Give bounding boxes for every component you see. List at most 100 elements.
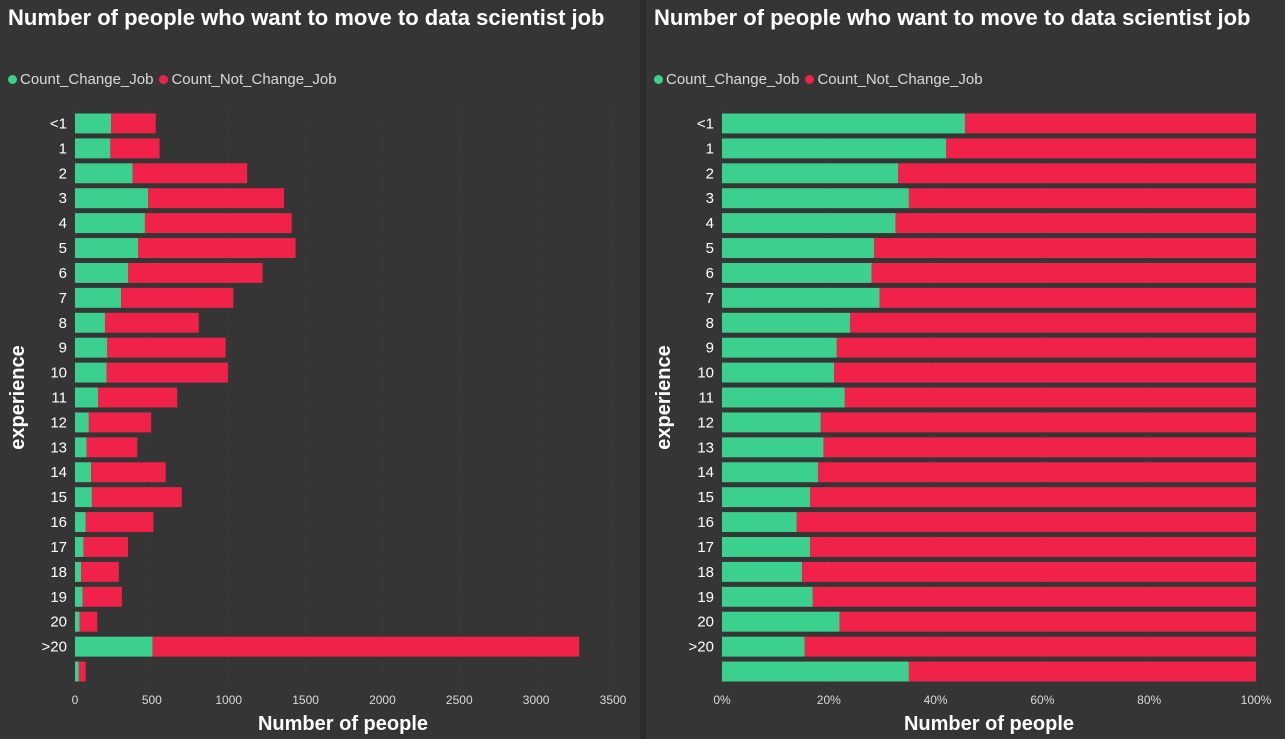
bar-segment[interactable] <box>850 312 1256 333</box>
bar-segment[interactable] <box>107 337 226 358</box>
bar-segment[interactable] <box>844 387 1256 408</box>
bar-segment[interactable] <box>879 287 1256 308</box>
bar-segment[interactable] <box>86 437 138 458</box>
legend-item-not-change[interactable]: Count_Not_Change_Job <box>159 71 337 88</box>
bar-segment[interactable] <box>722 287 880 308</box>
bar-segment[interactable] <box>75 412 89 433</box>
y-tick-label: 1 <box>59 140 67 157</box>
bar-segment[interactable] <box>722 487 811 508</box>
bar-segment[interactable] <box>804 636 1256 657</box>
bar-segment[interactable] <box>722 412 821 433</box>
bar-segment[interactable] <box>908 188 1256 209</box>
bar-segment[interactable] <box>75 113 112 134</box>
bar-segment[interactable] <box>796 512 1256 533</box>
legend-item-change[interactable]: Count_Change_Job <box>8 71 153 88</box>
x-tick-label: 80% <box>1137 693 1161 707</box>
legend-item-change[interactable]: Count_Change_Job <box>654 71 799 88</box>
bar-segment[interactable] <box>88 412 152 433</box>
bar-segment[interactable] <box>75 213 145 234</box>
bar-segment[interactable] <box>722 138 947 159</box>
bar-segment[interactable] <box>722 636 805 657</box>
bar-segment[interactable] <box>79 611 98 632</box>
bar-segment[interactable] <box>722 561 803 582</box>
bar-segment[interactable] <box>908 661 1256 682</box>
bar-segment[interactable] <box>75 387 99 408</box>
bar-segment[interactable] <box>75 611 80 632</box>
chart-title: Number of people who want to move to dat… <box>654 5 1251 30</box>
bar-segment[interactable] <box>75 163 133 184</box>
bar-segment[interactable] <box>871 262 1256 283</box>
bar-segment[interactable] <box>75 636 153 657</box>
bar-segment[interactable] <box>722 163 899 184</box>
bar-segment[interactable] <box>722 387 845 408</box>
bar-segment[interactable] <box>722 262 872 283</box>
bar-segment[interactable] <box>104 312 199 333</box>
bar-segment[interactable] <box>81 561 119 582</box>
bar-segment[interactable] <box>722 113 965 134</box>
bar-segment[interactable] <box>946 138 1256 159</box>
bar-segment[interactable] <box>836 337 1256 358</box>
bar-segment[interactable] <box>874 238 1256 258</box>
bar-segment[interactable] <box>722 437 824 458</box>
bar-segment[interactable] <box>810 537 1256 557</box>
bar-segment[interactable] <box>144 213 292 234</box>
bar-segment[interactable] <box>148 188 285 209</box>
bar-segment[interactable] <box>91 462 166 483</box>
bar-segment[interactable] <box>91 487 182 508</box>
bar-segment[interactable] <box>839 611 1256 632</box>
bar-segment[interactable] <box>812 586 1256 607</box>
bar-segment[interactable] <box>75 188 149 209</box>
bar-segment[interactable] <box>722 611 840 632</box>
bar-segment[interactable] <box>132 163 248 184</box>
bar-segment[interactable] <box>75 462 92 483</box>
bar-segment[interactable] <box>820 412 1256 433</box>
bar-segment[interactable] <box>75 238 139 258</box>
bar-segment[interactable] <box>895 213 1256 234</box>
bar-segment[interactable] <box>128 262 263 283</box>
bar-segment[interactable] <box>722 238 875 258</box>
bar-segment[interactable] <box>823 437 1256 458</box>
bar-segment[interactable] <box>818 462 1256 483</box>
bar-segment[interactable] <box>802 561 1256 582</box>
bar-segment[interactable] <box>106 362 228 383</box>
bar-segment[interactable] <box>834 362 1256 383</box>
bar-segment[interactable] <box>78 661 86 682</box>
bar-segment[interactable] <box>75 561 82 582</box>
bar-segment[interactable] <box>722 312 851 333</box>
bar-segment[interactable] <box>964 113 1256 134</box>
bar-segment[interactable] <box>121 287 234 308</box>
legend-label: Count_Change_Job <box>20 70 154 88</box>
bar-segment[interactable] <box>898 163 1256 184</box>
bar-segment[interactable] <box>75 661 79 682</box>
bar-segment[interactable] <box>75 537 84 557</box>
bar-segment[interactable] <box>722 537 811 557</box>
bar-segment[interactable] <box>722 586 813 607</box>
bar-segment[interactable] <box>75 138 111 159</box>
bar-segment[interactable] <box>83 537 129 557</box>
bar-segment[interactable] <box>722 188 909 209</box>
bar-segment[interactable] <box>810 487 1256 508</box>
bar-segment[interactable] <box>138 238 296 258</box>
bar-segment[interactable] <box>75 312 105 333</box>
bar-segment[interactable] <box>722 661 909 682</box>
bar-segment[interactable] <box>75 512 86 533</box>
bar-segment[interactable] <box>75 362 107 383</box>
bar-segment[interactable] <box>111 113 156 134</box>
bar-segment[interactable] <box>85 512 154 533</box>
bar-segment[interactable] <box>75 437 87 458</box>
bar-segment[interactable] <box>110 138 160 159</box>
bar-segment[interactable] <box>722 462 819 483</box>
bar-segment[interactable] <box>722 512 797 533</box>
bar-segment[interactable] <box>75 262 129 283</box>
bar-segment[interactable] <box>82 586 122 607</box>
bar-segment[interactable] <box>75 586 83 607</box>
bar-segment[interactable] <box>152 636 580 657</box>
bar-segment[interactable] <box>75 287 122 308</box>
bar-segment[interactable] <box>722 362 835 383</box>
bar-segment[interactable] <box>98 387 178 408</box>
bar-segment[interactable] <box>722 213 896 234</box>
bar-segment[interactable] <box>75 337 108 358</box>
bar-segment[interactable] <box>722 337 837 358</box>
legend-item-not-change[interactable]: Count_Not_Change_Job <box>805 71 983 88</box>
bar-segment[interactable] <box>75 487 92 508</box>
